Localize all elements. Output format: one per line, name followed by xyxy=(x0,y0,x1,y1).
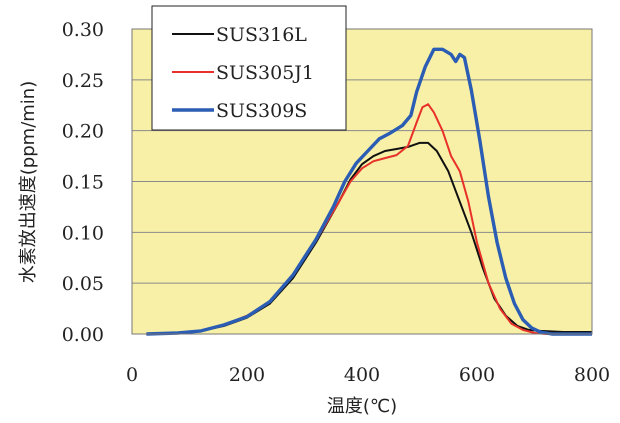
x-tick-label: 400 xyxy=(344,364,380,386)
legend-label: SUS305J1 xyxy=(216,62,314,84)
legend-box xyxy=(151,5,347,131)
x-tick-label: 0 xyxy=(126,364,138,386)
x-axis-title: 温度(℃) xyxy=(327,396,397,417)
y-tick-label: 0.25 xyxy=(62,70,104,92)
axis-ticks: 0.00 0.05 0.10 0.15 0.20 0.25 0.30 0 200 400 600 80… xyxy=(62,19,610,386)
y-tick-label: 0.05 xyxy=(62,273,104,295)
legend-label: SUS309S xyxy=(216,100,307,122)
y-tick-label: 0.20 xyxy=(62,121,104,143)
x-tick-label: 600 xyxy=(459,364,495,386)
y-tick-label: 0.00 xyxy=(62,324,104,346)
y-tick-label: 0.10 xyxy=(62,222,104,244)
y-axis-title: 水素放出速度(ppm/min) xyxy=(18,81,39,283)
x-tick-label: 800 xyxy=(574,364,610,386)
plot-border xyxy=(131,28,593,335)
legend-label: SUS316L xyxy=(216,24,307,46)
y-tick-label: 0.30 xyxy=(62,19,104,41)
series-lines xyxy=(146,47,592,336)
y-tick-label: 0.15 xyxy=(62,172,104,194)
series-line-sus309s xyxy=(146,47,592,336)
legend: SUS316L SUS305J1 SUS309S xyxy=(151,5,347,131)
x-tick-label: 200 xyxy=(229,364,265,386)
